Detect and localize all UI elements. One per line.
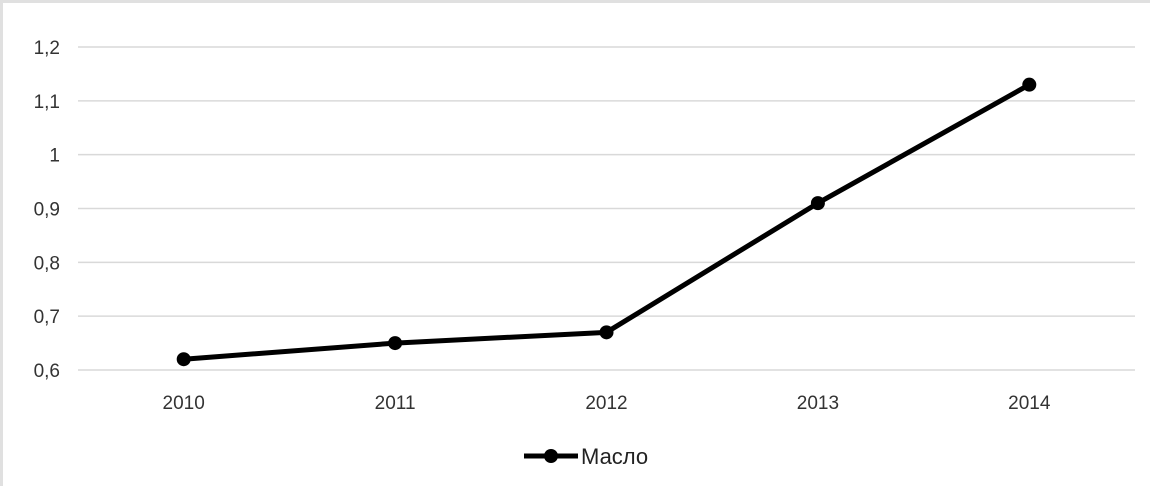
y-tick-label: 1,2 <box>34 38 60 59</box>
legend: Масло <box>524 444 648 469</box>
line-chart: 0,6 0,7 0,8 0,9 1 1,1 1,2 2010 2011 2012 2013 2014… <box>34 38 1135 469</box>
legend-label: Масло <box>581 444 648 469</box>
y-tick-label: 0,6 <box>34 361 60 382</box>
data-point <box>810 196 825 211</box>
data-point <box>1022 77 1037 92</box>
data-point <box>599 325 614 340</box>
x-tick-label: 2011 <box>375 393 416 414</box>
y-tick-label: 0,7 <box>34 307 60 328</box>
series-line <box>183 82 1031 362</box>
x-tick-label: 2010 <box>163 393 205 414</box>
x-tick-label: 2014 <box>1008 393 1051 414</box>
legend-dot-marker <box>544 449 558 463</box>
y-tick-label: 1,1 <box>34 92 60 113</box>
series-masло <box>176 77 1037 367</box>
y-tick-label: 0,8 <box>34 253 60 274</box>
y-tick-label: 1 <box>49 146 60 167</box>
y-tick-label: 0,9 <box>34 200 60 221</box>
y-axis-tick-labels: 0,6 0,7 0,8 0,9 1 1,1 1,2 <box>34 38 60 382</box>
gridlines <box>78 46 1135 371</box>
x-axis-tick-labels: 2010 2011 2012 2013 2014 <box>163 393 1051 414</box>
x-tick-label: 2013 <box>797 393 839 414</box>
x-tick-label: 2012 <box>585 393 627 414</box>
data-point <box>388 336 403 351</box>
data-point <box>176 352 191 367</box>
